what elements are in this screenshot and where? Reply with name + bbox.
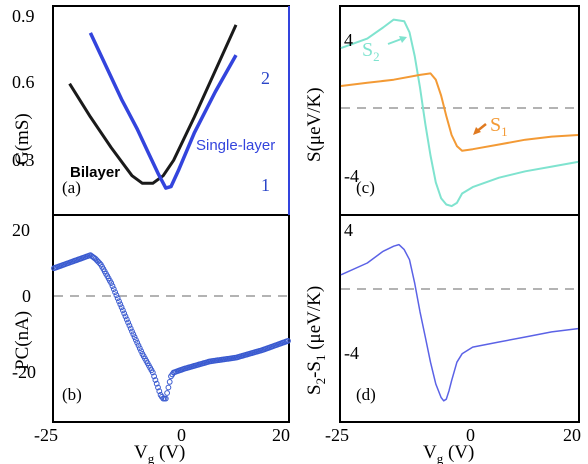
- pc-point: [125, 319, 132, 326]
- a-ylabel: G(mS): [12, 113, 33, 165]
- pc-point: [156, 388, 163, 395]
- pc-point: [126, 322, 133, 329]
- d-xtick-0: 0: [466, 425, 475, 445]
- d-ytick-4: 4: [344, 220, 353, 240]
- d-xlabel: Vg (V): [423, 442, 474, 464]
- pc-point: [113, 292, 120, 299]
- panel-c-label: (c): [356, 178, 375, 197]
- d-xtick-20: 20: [563, 425, 581, 445]
- a-right-ytick-1: 1: [261, 175, 270, 195]
- panel-b-label: (b): [62, 385, 82, 404]
- single-layer-curve: [88, 32, 238, 190]
- panel-c-frame: [339, 5, 580, 216]
- pc-point: [162, 395, 169, 402]
- pc-point: [151, 373, 158, 380]
- pc-point: [109, 283, 116, 290]
- b-ytick-0: 0: [22, 286, 31, 306]
- d-ylabel: S2-S1 (μeV/K): [304, 286, 328, 395]
- pc-point: [120, 307, 126, 314]
- pc-point: [153, 380, 160, 387]
- s1-arrow-head: [473, 127, 481, 135]
- s2-minus-s1-curve: [340, 243, 579, 402]
- c-ytick-4: 4: [344, 30, 353, 50]
- panel-b-frame: [52, 214, 290, 423]
- pc-point: [133, 337, 139, 343]
- pc-point: [285, 338, 291, 344]
- s1-label: S1: [490, 114, 508, 139]
- pc-point: [165, 384, 172, 391]
- b-xtick-0: 0: [177, 425, 186, 445]
- pc-point: [149, 369, 156, 376]
- panel-d-label: (d): [356, 385, 376, 404]
- bilayer-curve: [68, 24, 238, 185]
- pc-point: [135, 342, 142, 349]
- panel-d-frame: [339, 214, 580, 423]
- pc-point: [123, 316, 130, 323]
- pc-point: [130, 331, 137, 338]
- b-xtick-minus25: -25: [34, 425, 58, 445]
- pc-point: [96, 260, 103, 267]
- b-ylabel: PC(nA): [12, 311, 33, 370]
- d-ytick-minus4: -4: [344, 343, 359, 363]
- pc-point: [136, 345, 143, 352]
- pc-point: [114, 295, 121, 302]
- pc-point: [117, 301, 124, 308]
- pc-point: [166, 379, 173, 385]
- s2-curve: [340, 18, 579, 208]
- panel-a-label: (a): [62, 178, 81, 197]
- c-ytick-minus4: -4: [344, 166, 359, 186]
- b-xlabel: Vg (V): [134, 442, 185, 464]
- s2-arrow-head: [399, 36, 407, 43]
- pc-point: [118, 304, 125, 311]
- pc-point: [129, 328, 135, 335]
- a-right-ytick-2: 2: [261, 68, 270, 88]
- pc-point: [164, 390, 171, 396]
- single-layer-label: Single-layer: [196, 137, 275, 154]
- pc-point: [155, 384, 161, 391]
- d-xtick-minus25: -25: [325, 425, 349, 445]
- bilayer-label: Bilayer: [70, 164, 120, 181]
- pc-point: [108, 280, 115, 287]
- s1-curve: [340, 72, 579, 152]
- a-ytick-0.9: 0.9: [12, 6, 35, 26]
- b-ytick-minus20: -20: [12, 362, 36, 382]
- b-xtick-20: 20: [272, 425, 290, 445]
- a-ytick-0.6: 0.6: [12, 72, 35, 92]
- pc-scatter-points: [51, 252, 291, 402]
- pc-point: [152, 377, 159, 383]
- s2-label: S2: [362, 39, 380, 64]
- b-ytick-20: 20: [12, 220, 30, 240]
- c-ylabel: S(μeV/K): [304, 87, 325, 162]
- pc-point: [112, 289, 118, 296]
- pc-point: [134, 339, 141, 346]
- pc-point: [131, 334, 138, 341]
- pc-point: [122, 313, 129, 320]
- pc-point: [116, 298, 122, 305]
- pc-point: [138, 348, 145, 355]
- pc-point: [121, 310, 128, 317]
- pc-point: [127, 325, 134, 332]
- pc-point: [110, 286, 117, 293]
- a-ytick-0.3: 0.3: [12, 150, 35, 170]
